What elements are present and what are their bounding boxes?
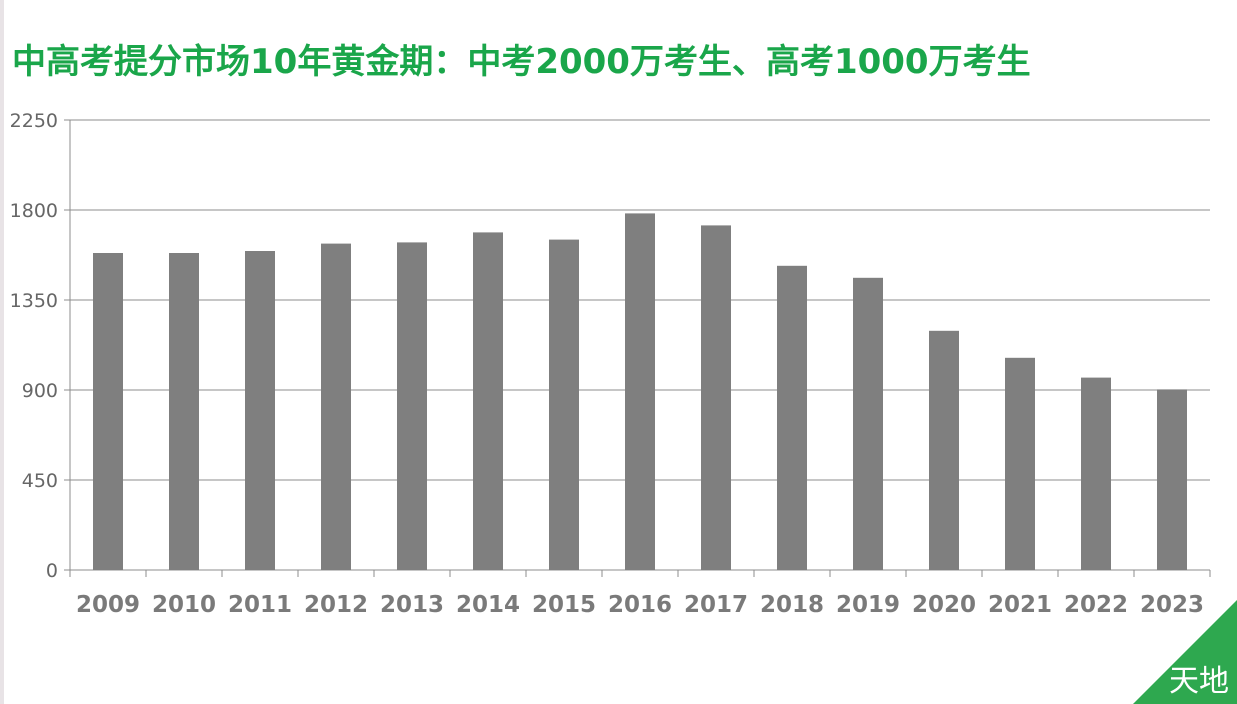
x-tick-label: 2013 xyxy=(380,592,444,618)
bar-2018 xyxy=(777,265,807,570)
bar-2012 xyxy=(321,243,351,570)
chart-title: 中高考提分市场10年黄金期：中考2000万考生、高考1000万考生 xyxy=(12,42,1031,82)
x-tick-label: 2021 xyxy=(988,592,1052,618)
bar-2015 xyxy=(549,239,579,570)
y-tick-label: 450 xyxy=(22,470,58,492)
x-tick-label: 2017 xyxy=(684,592,748,618)
x-tick-label: 2009 xyxy=(76,592,140,618)
x-tick-label: 2012 xyxy=(304,592,368,618)
bar-2023 xyxy=(1157,389,1187,570)
bar-2011 xyxy=(245,251,275,570)
bar-2014 xyxy=(473,232,503,570)
bar-2019 xyxy=(853,277,883,570)
x-tick-label: 2014 xyxy=(456,592,520,618)
y-tick-label: 1350 xyxy=(10,290,58,312)
y-tick-label: 0 xyxy=(46,560,58,582)
y-tick-label: 2250 xyxy=(10,110,58,132)
bar-2022 xyxy=(1081,377,1111,570)
x-tick-label: 2020 xyxy=(912,592,976,618)
x-tick-label: 2015 xyxy=(532,592,596,618)
bar-2020 xyxy=(929,330,959,570)
y-tick-label: 1800 xyxy=(10,200,58,222)
x-tick-label: 2010 xyxy=(152,592,216,618)
corner-watermark: 天地 xyxy=(1127,600,1237,704)
bar-2016 xyxy=(625,213,655,570)
x-tick-label: 2019 xyxy=(836,592,900,618)
bar-2010 xyxy=(169,253,199,570)
x-tick-label: 2022 xyxy=(1064,592,1128,618)
corner-triangle xyxy=(1133,600,1237,704)
bar-2009 xyxy=(93,253,123,570)
x-tick-label: 2016 xyxy=(608,592,672,618)
y-tick-label: 900 xyxy=(22,380,58,402)
window-edge xyxy=(0,0,4,704)
bar-2021 xyxy=(1005,357,1035,570)
x-tick-label: 2018 xyxy=(760,592,824,618)
bar-2013 xyxy=(397,242,427,570)
bar-2017 xyxy=(701,225,731,570)
x-tick-label: 2011 xyxy=(228,592,292,618)
watermark-text: 天地 xyxy=(1169,664,1229,699)
